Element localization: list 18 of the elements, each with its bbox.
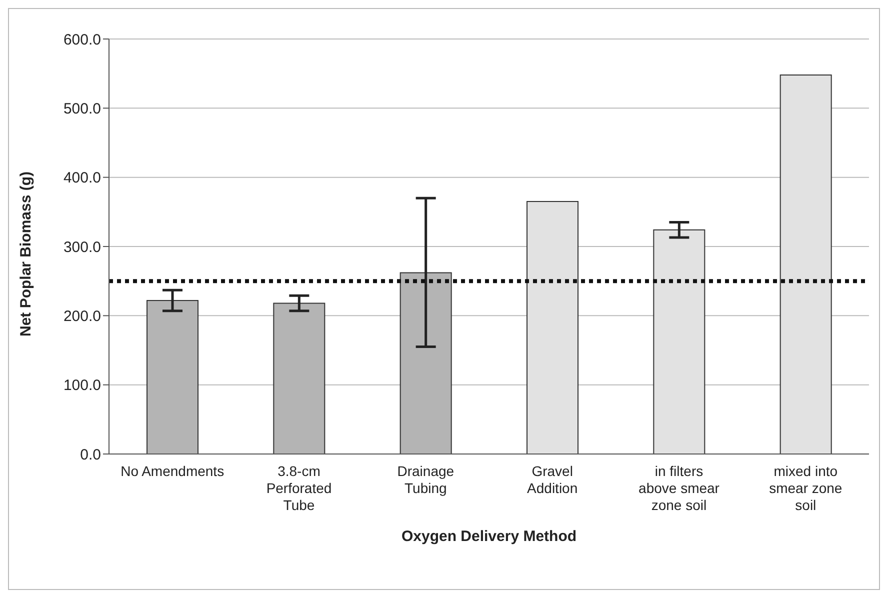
y-tick-label: 600.0 — [63, 31, 101, 48]
bar — [526, 201, 578, 454]
y-tick-label: 400.0 — [63, 170, 101, 187]
x-tick-label: No Amendments — [120, 463, 224, 479]
x-tick-label: in filters above smear zone soil — [638, 463, 720, 513]
y-tick-label: 0.0 — [80, 446, 101, 464]
y-tick-label: 100.0 — [63, 377, 101, 394]
x-tick-label: mixed into smear zone soil — [769, 463, 842, 513]
x-axis-title: Oxygen Delivery Method — [401, 528, 577, 545]
x-tick-label: Gravel Addition — [527, 463, 578, 496]
x-tick-label: Drainage Tubing — [397, 463, 454, 496]
x-tick-label: 3.8-cm Perforated Tube — [266, 463, 332, 513]
bar — [780, 74, 832, 454]
bar — [653, 229, 706, 454]
y-axis-title: Net Poplar Biomass (g) — [17, 171, 34, 336]
y-tick-label: 500.0 — [63, 100, 101, 118]
y-tick-label: 200.0 — [63, 308, 101, 325]
y-tick-label: 300.0 — [63, 238, 101, 256]
